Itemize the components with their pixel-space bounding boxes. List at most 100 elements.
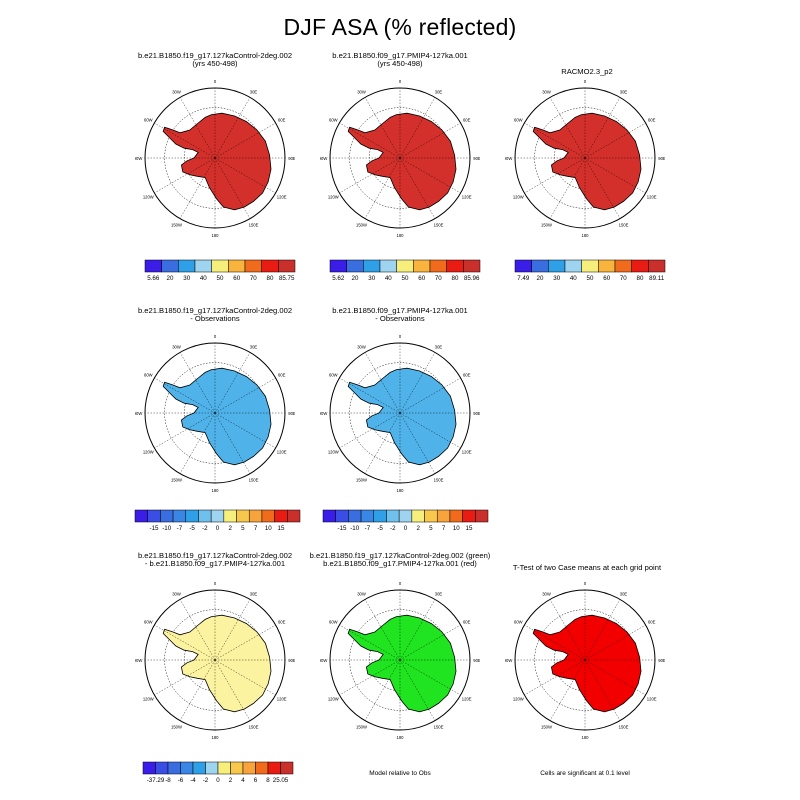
meridian-line xyxy=(214,659,251,721)
longitude-label: 90E xyxy=(473,658,480,663)
longitude-label: 120W xyxy=(143,195,154,200)
colorbar-swatch xyxy=(598,259,616,273)
colorbar-swatch xyxy=(180,761,194,775)
longitude-label: 90E xyxy=(473,411,480,416)
colorbar-swatch xyxy=(287,509,301,523)
colorbar-ctrl: 5.66 20 30 40 50 60 70 80 85.75 xyxy=(144,259,296,282)
colorbar-swatch xyxy=(230,761,244,775)
meridian-line xyxy=(214,599,251,661)
meridian-line xyxy=(154,122,216,159)
colorbar-swatch xyxy=(514,259,532,273)
panel-title-line2: (yrs 450-498) xyxy=(377,59,423,68)
colorbar-label: 25.05 xyxy=(273,777,289,784)
colorbar-label: -6 xyxy=(178,777,184,784)
longitude-label: 30E xyxy=(435,89,443,94)
colorbar-label: 6 xyxy=(254,777,258,784)
meridian-line xyxy=(179,412,216,474)
longitude-label: 150W xyxy=(541,725,552,730)
longitude-label: 90W xyxy=(320,156,327,161)
meridian-line xyxy=(214,377,276,414)
longitude-label: 60W xyxy=(329,118,338,123)
colorbar-swatch xyxy=(172,509,187,523)
longitude-label: 30E xyxy=(435,591,443,596)
colorbar-label: 2 xyxy=(416,525,420,532)
longitude-label: 60E xyxy=(463,373,471,378)
meridian-line xyxy=(214,122,276,159)
colorbar-label: -2 xyxy=(390,525,396,532)
colorbar-swatch xyxy=(413,259,431,273)
colorbar-label: 0 xyxy=(216,525,220,532)
longitude-label: 60W xyxy=(144,373,153,378)
colorbar-ctrl-obs: -15 -10 -7 -5 -2 0 2 5 7 10 15 xyxy=(134,509,301,532)
longitude-label: 120E xyxy=(462,450,472,455)
meridian-line xyxy=(399,352,436,414)
longitude-label: 150E xyxy=(434,725,444,730)
colorbar-swatch xyxy=(147,509,161,523)
panel-title-pmip: b.e21.B1850.f09_g17.PMIP4-127ka.001 (yrs… xyxy=(275,52,525,68)
longitude-label: 30E xyxy=(250,89,258,94)
longitude-label: 30E xyxy=(620,89,628,94)
longitude-label: 180 xyxy=(212,488,220,493)
colorbar-swatch xyxy=(134,509,148,523)
colorbar-label: 5 xyxy=(241,525,245,532)
longitude-label: 90W xyxy=(135,411,142,416)
longitude-label: 120E xyxy=(462,697,472,702)
panel-title-line1: b.e21.B1850.f19_g17.127kaControl-2deg.00… xyxy=(137,551,293,560)
meridian-line xyxy=(339,122,401,159)
colorbar-label: 60 xyxy=(233,275,240,282)
meridian-line xyxy=(339,624,401,661)
meridian-line xyxy=(549,157,586,219)
colorbar-label: 50 xyxy=(217,275,224,282)
meridian-line xyxy=(364,157,401,219)
meridian-line xyxy=(179,97,216,159)
longitude-label: 90W xyxy=(320,658,327,663)
colorbar-label: 0 xyxy=(404,525,408,532)
colorbar-swatch xyxy=(346,259,364,273)
colorbar-swatch xyxy=(411,509,425,523)
panel-title-line1: b.e21.B1850.f19_g17.127kaControl-2deg.00… xyxy=(137,306,293,315)
meridian-line xyxy=(584,157,621,219)
meridian-line xyxy=(524,157,586,194)
longitude-label: 90E xyxy=(288,658,295,663)
longitude-label: 30E xyxy=(620,591,628,596)
meridian-line xyxy=(549,659,586,721)
colorbar-swatch xyxy=(463,259,481,273)
longitude-label: 150W xyxy=(171,478,182,483)
colorbar-swatch xyxy=(531,259,549,273)
meridian-line xyxy=(339,377,401,414)
longitude-label: 120W xyxy=(328,195,339,200)
colorbar-swatch xyxy=(329,259,347,273)
longitude-label: 90E xyxy=(288,411,295,416)
colorbar-swatch xyxy=(198,509,212,523)
colorbar-label: -7 xyxy=(177,525,183,532)
longitude-label: 150W xyxy=(356,223,367,228)
meridian-line xyxy=(154,412,216,449)
colorbar-label: 30 xyxy=(368,275,375,282)
meridian-line xyxy=(399,412,436,474)
polar-map-ctrl: 0 30E 60E 90E 120E 150E 180 150W 120W 90W 60W 30W xyxy=(135,79,295,238)
colorbar-swatch xyxy=(160,509,174,523)
meridian-line xyxy=(179,599,216,661)
meridian-line xyxy=(549,599,586,661)
colorbar-swatch xyxy=(462,509,476,523)
meridian-line xyxy=(154,659,216,696)
meridian-line xyxy=(399,659,436,721)
colorbar-swatch xyxy=(348,509,362,523)
longitude-label: 30E xyxy=(250,591,258,596)
longitude-label: 150W xyxy=(541,223,552,228)
longitude-label: 30W xyxy=(172,344,181,349)
longitude-label: 150E xyxy=(619,725,629,730)
meridian-line xyxy=(339,659,401,696)
colorbar-label: 85.96 xyxy=(464,275,480,282)
meridian-line xyxy=(214,352,251,414)
colorbar-swatch xyxy=(167,761,181,775)
longitude-label: 90E xyxy=(288,156,295,161)
meridian-line xyxy=(214,97,251,159)
colorbar-swatch xyxy=(396,259,414,273)
longitude-label: 150W xyxy=(356,725,367,730)
colorbar-label: 60 xyxy=(418,275,425,282)
coastline xyxy=(347,112,457,211)
colorbar-swatch xyxy=(373,509,387,523)
longitude-label: 0 xyxy=(399,79,402,84)
